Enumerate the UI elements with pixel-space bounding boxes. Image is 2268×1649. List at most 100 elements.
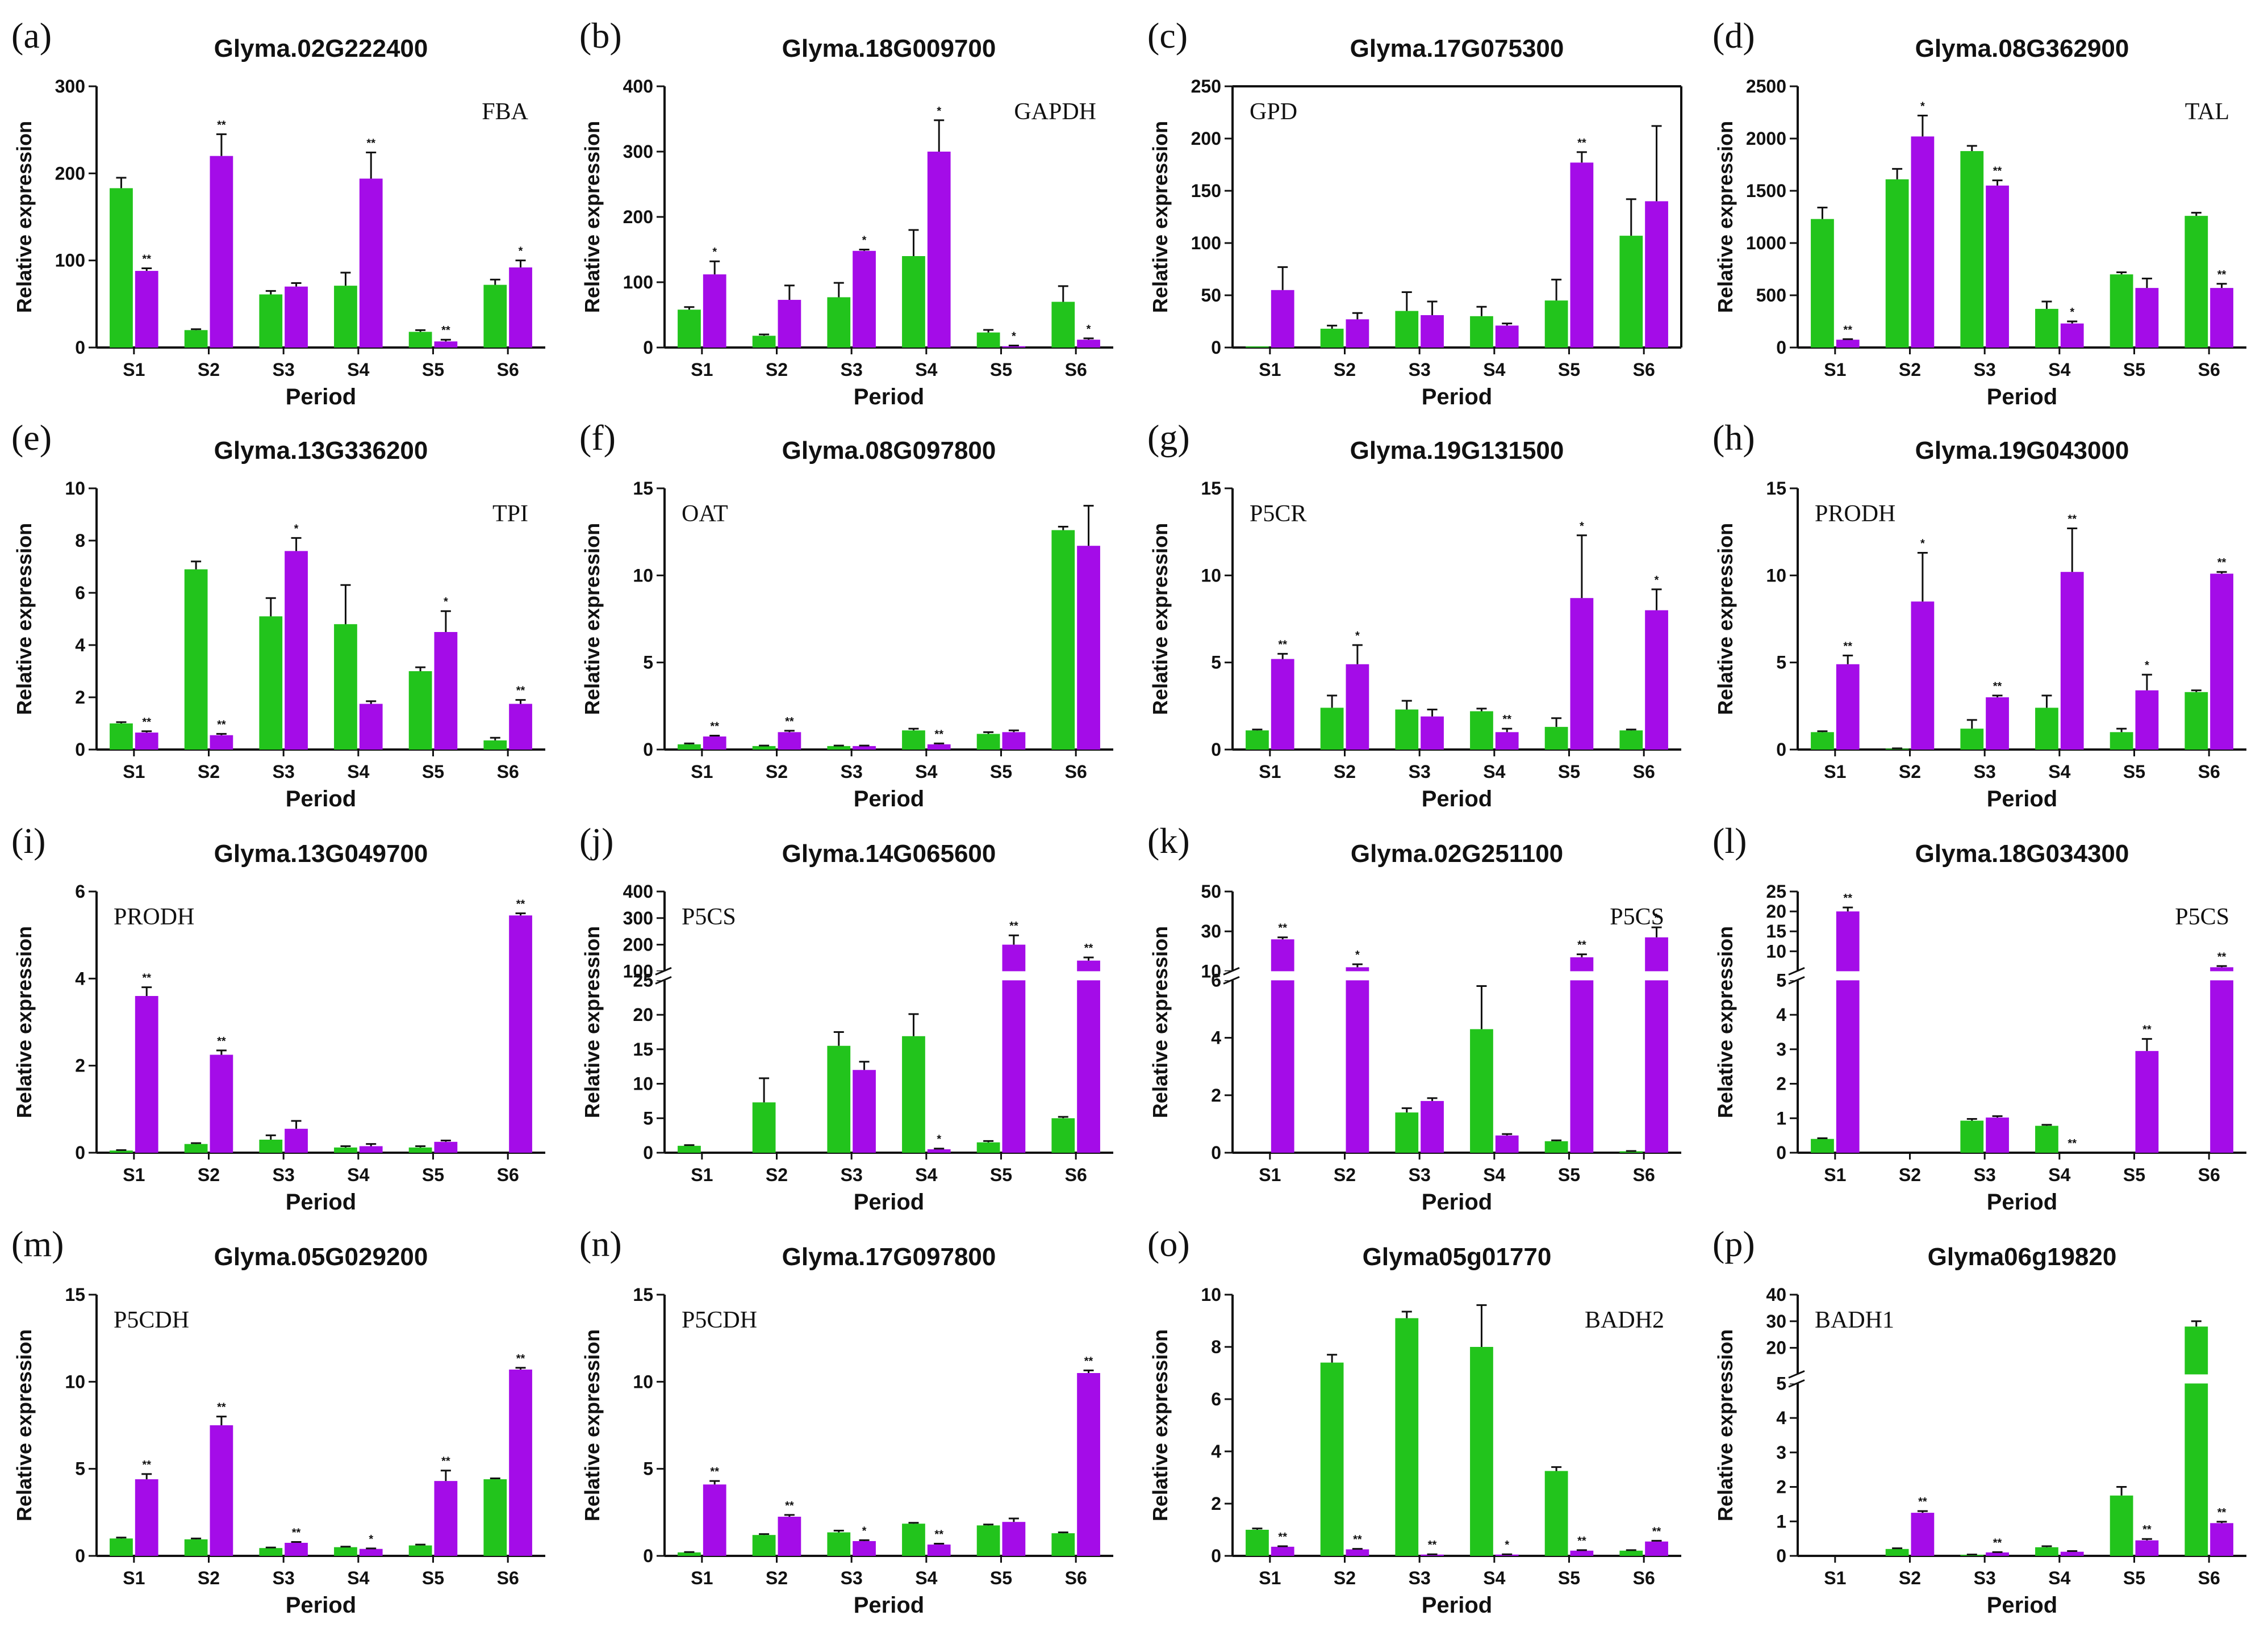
y-tick-label: 10: [65, 1371, 85, 1392]
enzyme-label: P5CDH: [114, 1307, 189, 1333]
bar-break-gap: [2183, 1374, 2209, 1384]
bar-purple-s2: [210, 735, 233, 750]
x-tick-label: S3: [1409, 761, 1431, 782]
bar-green-s3: [827, 1045, 851, 1153]
bar-purple-s1: [1271, 290, 1294, 348]
bar-purple-s4: [1495, 1554, 1519, 1556]
bar-purple-s3: [853, 1070, 876, 1153]
bar-green-s5: [976, 1142, 1000, 1153]
bar-purple-s1: [1836, 340, 1860, 348]
significance-marker: **: [934, 728, 943, 740]
significance-marker: *: [1655, 574, 1659, 587]
significance-marker: **: [1278, 1531, 1287, 1543]
bar-purple-s2: [1346, 1549, 1369, 1556]
y-axis-label: Relative expression: [580, 121, 604, 313]
bar-green-s4: [334, 286, 357, 348]
bar-purple-s2: [1911, 136, 1935, 348]
x-tick-label: S1: [123, 1165, 145, 1185]
y-tick-label: 0: [75, 1546, 85, 1566]
panel-label: (p): [1713, 1224, 1755, 1264]
x-tick-label: S5: [1558, 359, 1580, 380]
x-tick-label: S5: [1558, 1568, 1580, 1588]
enzyme-label: P5CS: [2175, 904, 2229, 930]
x-tick-label: S1: [123, 1568, 145, 1588]
chart-panel-m: (m) Glyma.05G029200 P5CDH Relative expressi…: [11, 1224, 545, 1618]
panel-title: Glyma.08G362900: [1915, 35, 2129, 62]
x-tick-label: S3: [841, 1165, 863, 1185]
bar-green-s5: [2110, 274, 2133, 348]
bar-green-s5: [1544, 1141, 1568, 1153]
x-tick-label: S5: [2123, 1568, 2145, 1588]
enzyme-label: P5CS: [1610, 904, 1664, 930]
x-tick-label: S6: [2198, 761, 2220, 782]
bar-green-s5: [1544, 727, 1568, 750]
y-tick-label: 2500: [1746, 76, 1786, 97]
x-tick-label: S3: [1974, 1568, 1996, 1588]
enzyme-label: BADH1: [1815, 1307, 1894, 1333]
y-tick-label: 0: [1776, 337, 1786, 358]
bar-purple-s3: [1986, 1552, 2009, 1556]
bar-purple-s3: [853, 746, 876, 750]
y-tick-label: 20: [1766, 901, 1786, 922]
significance-marker: **: [142, 972, 151, 985]
bar-purple-s1: [703, 736, 726, 750]
bar-purple-s2: [210, 1425, 233, 1556]
x-tick-label: S5: [990, 761, 1012, 782]
panel-title: Glyma05g01770: [1363, 1243, 1552, 1271]
y-axis-label: Relative expression: [12, 1329, 36, 1521]
y-tick-label: 300: [55, 76, 85, 97]
x-tick-label: S5: [422, 1165, 444, 1185]
panel-label: (l): [1713, 821, 1747, 861]
bar-purple-s5: [1570, 598, 1594, 750]
significance-marker: *: [1012, 330, 1016, 343]
bar-green-s4: [2035, 1125, 2058, 1153]
panel-label: (b): [579, 15, 622, 56]
x-tick-label: S4: [1483, 761, 1505, 782]
y-tick-label: 0: [1776, 1142, 1786, 1163]
bar-green-s1: [110, 723, 133, 750]
y-axis-label: Relative expression: [1148, 1329, 1172, 1521]
y-tick-label: 10: [633, 1371, 653, 1392]
bar-purple-s4: [927, 152, 951, 348]
axis-break-mark: [1223, 967, 1240, 976]
bar-green-s1: [678, 1552, 701, 1556]
x-tick-label: S6: [2198, 1165, 2220, 1185]
bar-purple-s1: [135, 1479, 158, 1556]
bar-green-s2: [1320, 1362, 1344, 1556]
y-tick-label: 2: [1211, 1493, 1221, 1514]
bar-purple-s5: [1002, 346, 1026, 348]
x-tick-label: S5: [1558, 761, 1580, 782]
x-tick-label: S4: [915, 359, 937, 380]
y-axis-label: Relative expression: [12, 121, 36, 313]
significance-marker: **: [1843, 640, 1852, 652]
bar-green-s1: [110, 1150, 133, 1153]
x-tick-label: S5: [422, 761, 444, 782]
enzyme-label: PRODH: [1815, 501, 1895, 527]
bar-purple-s4: [359, 178, 383, 348]
y-tick-label: 10: [1201, 565, 1221, 585]
y-tick-label: 0: [643, 1142, 653, 1163]
enzyme-label: GPD: [1250, 99, 1297, 125]
x-tick-label: S6: [1633, 1568, 1655, 1588]
bar-purple-s2: [1346, 967, 1369, 1153]
x-axis-label: Period: [286, 384, 356, 409]
chart-panel-e: (e) Glyma.13G336200 TPI Relative expression…: [11, 417, 545, 811]
x-tick-label: S2: [1899, 761, 1921, 782]
significance-marker: *: [1355, 630, 1360, 642]
bar-green-s4: [2035, 308, 2058, 348]
chart-panel-k: (k) Glyma.02G251100 P5CS Relative expressio…: [1147, 821, 1681, 1215]
significance-marker: **: [516, 1353, 525, 1365]
significance-marker: **: [142, 1459, 151, 1471]
bar-purple-s1: [135, 271, 158, 348]
bar-green-s5: [408, 1147, 432, 1153]
y-tick-label: 300: [623, 141, 653, 162]
bar-green-s5: [976, 734, 1000, 750]
bar-purple-s6: [1077, 546, 1100, 750]
bar-green-s4: [334, 1147, 357, 1153]
axis-break-mark: [1788, 1370, 1805, 1379]
bar-purple-s3: [285, 551, 308, 750]
axis-break-mark: [655, 976, 672, 985]
axis-break-mark: [1788, 967, 1805, 976]
significance-marker: *: [862, 235, 867, 247]
bar-purple-s4: [359, 1146, 383, 1153]
